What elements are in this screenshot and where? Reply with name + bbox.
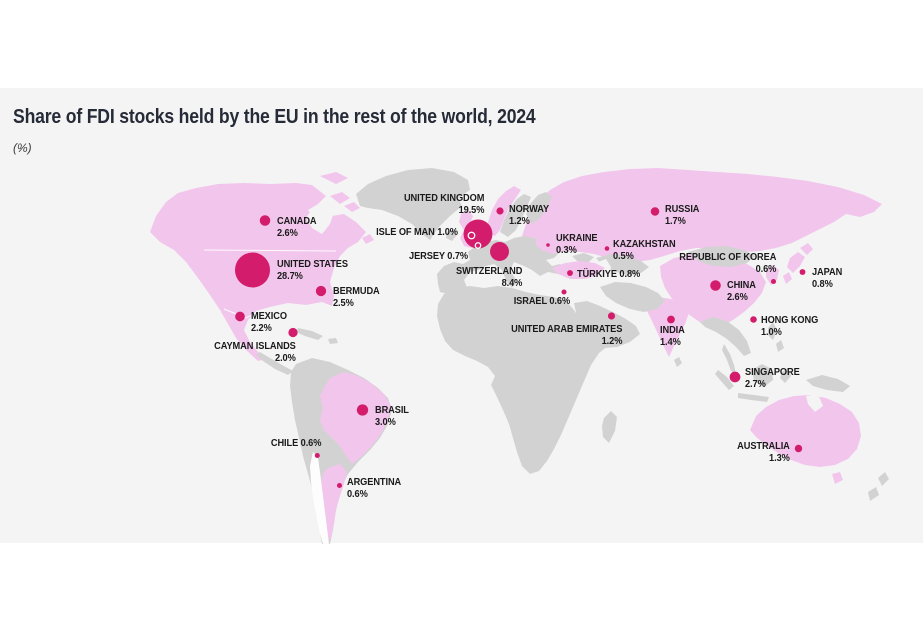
landmass-russia <box>522 168 882 262</box>
bubble-united-kingdom <box>463 219 493 249</box>
landmass-south-america <box>290 358 392 544</box>
landmass-japan <box>783 243 813 284</box>
bubble-switzerland <box>490 242 509 261</box>
bubble-chile <box>314 452 320 459</box>
landmass-australia <box>750 394 861 484</box>
landmass-turkiye <box>552 261 605 279</box>
landmass-southeast-asia <box>674 317 850 402</box>
landmass-middle-east <box>574 282 665 348</box>
bubble-hong-kong <box>750 316 757 323</box>
bubble-republic-of-korea <box>770 278 777 285</box>
landmass-ukraine <box>536 235 571 254</box>
chart-subtitle: (%) <box>13 141 32 155</box>
landmass-norway <box>488 186 521 236</box>
landmass-europe <box>437 192 594 296</box>
bubble-china <box>710 280 721 291</box>
landmass-central-asia <box>596 246 755 278</box>
bubble-australia <box>794 444 803 453</box>
landmass-africa <box>437 286 617 474</box>
bubble-kazakhstan <box>604 246 610 251</box>
bubble-india <box>667 315 675 324</box>
landmass-korea <box>766 265 779 285</box>
bubble-israel <box>561 289 567 295</box>
landmass-new-zealand <box>868 472 889 501</box>
bubble-singapore <box>729 371 741 383</box>
bubble-isle-of-man <box>467 231 476 240</box>
bubble-japan <box>799 269 806 275</box>
bubble-united-states <box>234 252 271 288</box>
landmass-india <box>646 297 689 357</box>
bubble-bermuda <box>315 285 327 297</box>
bubble-united-arab-emirates <box>607 312 616 320</box>
bubble-jersey <box>474 242 482 249</box>
bubble-canada <box>259 215 271 226</box>
bubble-ukraine <box>546 243 550 247</box>
bubble-argentina <box>336 482 343 489</box>
bubble-russia <box>650 207 660 216</box>
chart-title: Share of FDI stocks held by the EU in th… <box>13 106 536 128</box>
bubble-brasil <box>356 404 369 416</box>
bubble-norway <box>496 207 504 215</box>
landmass-greenland <box>356 168 470 240</box>
bubble-t-rkiye <box>567 270 573 276</box>
bubble-mexico <box>235 311 245 322</box>
landmass-central-america <box>256 328 338 375</box>
bubble-cayman-islands <box>288 327 298 338</box>
bubbles-layer <box>234 207 806 489</box>
